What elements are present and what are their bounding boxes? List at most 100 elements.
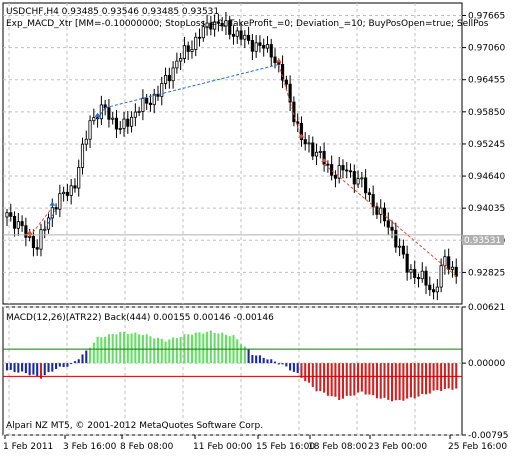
- time-tick-label: 18 Feb 08:00: [308, 442, 367, 452]
- candle-body: [50, 207, 54, 219]
- candle-body: [454, 266, 458, 277]
- candle-body: [375, 206, 379, 215]
- histogram-bar: [153, 338, 156, 364]
- candle-body: [247, 34, 251, 41]
- time-tick-label: 23 Feb 00:00: [368, 442, 427, 452]
- candle-body: [190, 49, 194, 52]
- candle-body: [254, 42, 258, 52]
- histogram-bar: [39, 363, 43, 379]
- candle-body: [281, 64, 285, 81]
- histogram-bar: [311, 363, 314, 387]
- histogram-bar: [111, 333, 114, 364]
- candle-body: [239, 30, 243, 40]
- trade-line: [29, 207, 53, 237]
- histogram-bar: [417, 363, 420, 397]
- trade-line: [44, 208, 57, 230]
- candle-body: [12, 215, 17, 229]
- histogram-bar: [100, 337, 103, 364]
- candle-body: [62, 191, 66, 195]
- candle-body: [99, 104, 103, 120]
- candle-body: [228, 20, 232, 35]
- candle-body: [171, 67, 175, 82]
- price-tick-label: 0.94035: [468, 204, 505, 214]
- histogram-bar: [258, 355, 261, 364]
- candle-body: [65, 191, 69, 196]
- histogram-bar: [92, 342, 95, 364]
- histogram-bar: [175, 338, 178, 364]
- histogram-bar: [375, 363, 378, 399]
- histogram-bar: [394, 363, 397, 401]
- indicator-levels: [3, 348, 462, 377]
- histogram-bar: [292, 363, 295, 372]
- candle-body: [262, 45, 266, 49]
- histogram-bar: [236, 339, 239, 364]
- histogram-bar: [5, 363, 9, 371]
- price-panel[interactable]: [2, 2, 463, 305]
- bid-tag-box: [462, 235, 504, 245]
- histogram-bar: [357, 363, 360, 393]
- histogram-bar: [156, 337, 160, 364]
- candle-body: [141, 97, 145, 112]
- histogram-bar: [172, 337, 175, 364]
- histogram-bar: [221, 332, 224, 364]
- price-tick-label: 0.95245: [468, 140, 505, 150]
- histogram-bar: [77, 359, 80, 364]
- histogram-bar: [349, 363, 352, 396]
- candle-body: [20, 221, 24, 227]
- candle-body: [80, 143, 85, 168]
- candle-body: [145, 97, 149, 104]
- histogram-bar: [228, 336, 231, 364]
- histogram-bar: [62, 363, 65, 367]
- histogram-bar: [160, 338, 163, 364]
- histogram-bar: [262, 357, 265, 364]
- price-tick-label: 0.94640: [468, 172, 505, 182]
- price-tick-label: 0.97665: [468, 11, 505, 21]
- histogram-bar: [243, 346, 246, 364]
- histogram-bar: [379, 363, 382, 399]
- indicator-axis: 0.00621 0.00000 -0.00795: [462, 303, 508, 441]
- histogram-bar: [326, 363, 329, 396]
- price-bars: [5, 11, 458, 301]
- histogram-bar: [277, 363, 280, 365]
- histogram-bar: [47, 363, 50, 373]
- histogram-bar: [24, 363, 27, 374]
- histogram-bar: [209, 330, 212, 364]
- candle-body: [394, 229, 398, 248]
- candle-body: [73, 185, 77, 189]
- time-tick-label: 8 Feb 08:00: [120, 442, 174, 452]
- indicator-tick-label: -0.00795: [468, 431, 508, 441]
- candle-body: [216, 21, 220, 24]
- candle-body: [311, 142, 315, 157]
- histogram-bar: [81, 354, 84, 364]
- candle-body: [345, 169, 349, 172]
- candle-body: [88, 120, 92, 140]
- candle-body: [432, 289, 436, 293]
- candle-body: [220, 22, 224, 27]
- candle-body: [179, 58, 183, 62]
- candle-body: [24, 225, 28, 238]
- candle-body: [284, 79, 288, 85]
- histogram-bar: [402, 363, 405, 401]
- time-tick-label: 1 Feb 2011: [3, 442, 53, 452]
- candle-body: [318, 151, 322, 153]
- histogram-bar: [281, 363, 284, 365]
- candle-body: [175, 60, 179, 69]
- candle-body: [292, 101, 296, 123]
- price-tick-label: 0.97060: [468, 44, 505, 54]
- candle-body: [330, 164, 334, 176]
- histogram-bar: [122, 331, 126, 364]
- candle-body: [405, 253, 409, 273]
- candle-body: [447, 256, 451, 270]
- candle-body: [107, 107, 111, 120]
- indicator-tick-label: 0.00621: [468, 303, 505, 313]
- candle-body: [401, 245, 405, 255]
- trade-line: [97, 107, 106, 120]
- indicator-panel[interactable]: [2, 306, 463, 436]
- histogram-bar: [398, 363, 401, 401]
- histogram-bar: [353, 363, 356, 396]
- candle-body: [122, 118, 126, 129]
- symbol-info: USDCHF,H4 0.93485 0.93546 0.93485 0.9353…: [6, 7, 219, 17]
- histogram-bar: [58, 363, 61, 367]
- histogram-bar: [85, 350, 88, 364]
